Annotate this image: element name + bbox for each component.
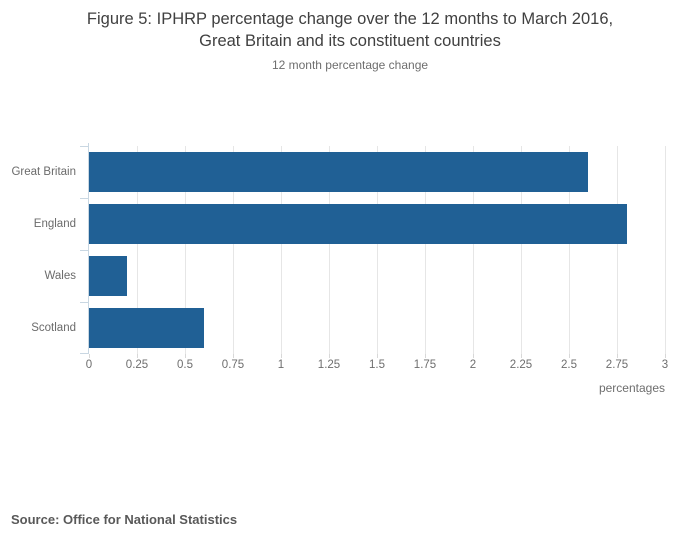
x-axis-tick [377, 354, 378, 358]
x-tick-label: 1.75 [413, 359, 437, 371]
gridline [569, 146, 570, 354]
y-category-label: Wales [44, 270, 76, 282]
chart-subtitle: 12 month percentage change [271, 58, 429, 72]
x-tick-label: 1.25 [317, 359, 341, 371]
x-tick-label: 2.75 [605, 359, 629, 371]
y-category-label: Great Britain [11, 166, 76, 178]
gridline [185, 146, 186, 354]
source-note: Source: Office for National Statistics [11, 512, 238, 527]
y-axis-line [88, 143, 89, 354]
y-axis-tick [80, 302, 88, 303]
x-tick-label: 0 [85, 359, 93, 371]
bar-scotland[interactable] [89, 308, 205, 348]
x-tick-label: 0.75 [221, 359, 245, 371]
gridline [425, 146, 426, 354]
x-axis-tick [569, 354, 570, 358]
x-axis-tick [617, 354, 618, 358]
chart-title-line-2: Great Britain and its constituent countr… [199, 32, 501, 50]
x-axis-tick [233, 354, 234, 358]
chart-title-line-1: Figure 5: IPHRP percentage change over t… [86, 10, 614, 28]
gridline [137, 146, 138, 354]
gridline [617, 146, 618, 354]
x-axis-tick [473, 354, 474, 358]
gridline [665, 146, 666, 354]
gridline [233, 146, 234, 354]
x-tick-label: 2.5 [561, 359, 577, 371]
x-axis-tick [137, 354, 138, 358]
x-tick-label: 0.25 [125, 359, 149, 371]
plot-area: 0 0.25 0.5 0.75 1 1.25 1.5 1.75 2 2.25 2.5 2.75 3 Gre… [11, 143, 668, 371]
x-axis-tick [281, 354, 282, 358]
x-axis-tick [665, 354, 666, 358]
gridline [329, 146, 330, 354]
y-axis-tick [80, 250, 88, 251]
x-axis-tick [425, 354, 426, 358]
x-tick-label: 0.5 [177, 359, 193, 371]
x-tick-label: 1 [277, 359, 285, 371]
x-axis-title: percentages [598, 381, 665, 395]
gridline [281, 146, 282, 354]
x-axis-tick [329, 354, 330, 358]
x-tick-label: 1.5 [369, 359, 385, 371]
bar-great-britain[interactable] [89, 152, 589, 192]
x-tick-label: 3 [661, 359, 669, 371]
gridline [521, 146, 522, 354]
y-axis-tick [80, 353, 88, 354]
x-tick-label: 2 [469, 359, 477, 371]
gridline [377, 146, 378, 354]
bar-wales[interactable] [89, 256, 128, 296]
x-axis-tick [521, 354, 522, 358]
y-axis-tick [80, 198, 88, 199]
x-axis-tick [185, 354, 186, 358]
x-axis-tick [89, 354, 90, 358]
x-tick-label: 2.25 [509, 359, 533, 371]
gridline [473, 146, 474, 354]
bar-england[interactable] [89, 204, 627, 244]
y-category-label: Scotland [31, 322, 76, 334]
y-axis-tick [80, 146, 88, 147]
chart-title: Figure 5: IPHRP percentage change over t… [0, 8, 700, 52]
y-category-label: England [33, 218, 76, 230]
